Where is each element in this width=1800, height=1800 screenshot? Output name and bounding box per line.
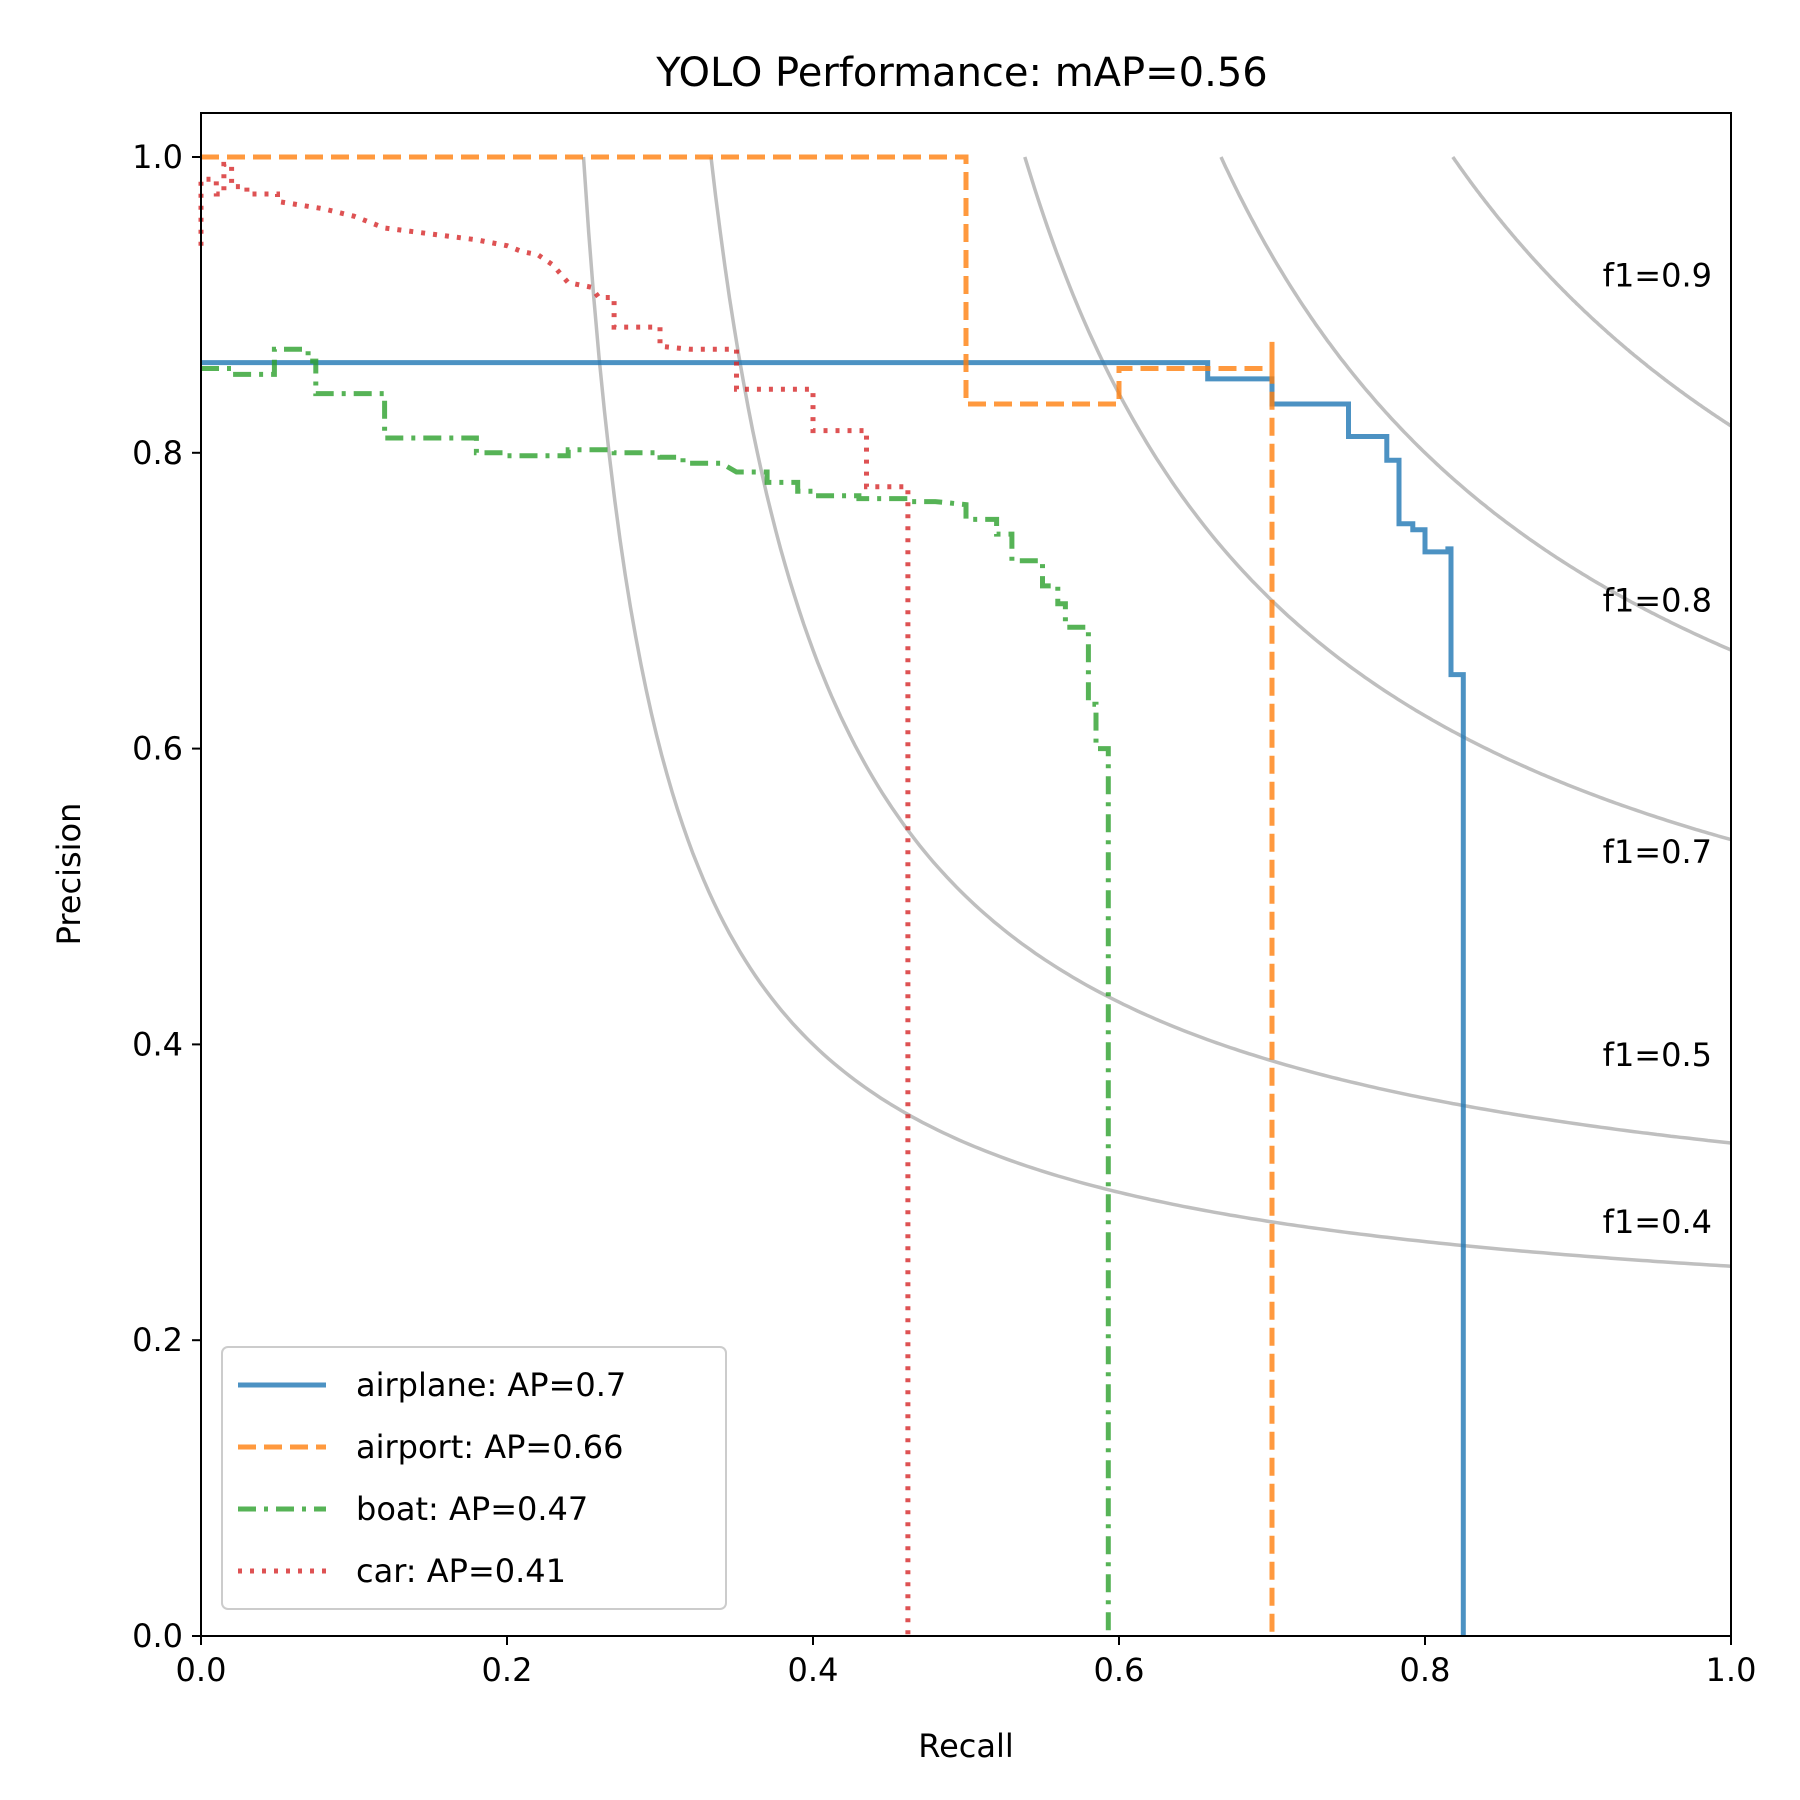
axis-ticks: 0.0 0.2 0.4 0.6 0.8 1.0 0.0 0.2 0.4 0.6 0.8 1.0 xyxy=(132,138,1756,1689)
x-tick-label: 0.4 xyxy=(788,1651,839,1689)
plot-frame xyxy=(200,112,1732,1637)
iso-f1-label: f1=0.9 xyxy=(1603,256,1712,294)
iso-f1-label: f1=0.7 xyxy=(1603,833,1712,871)
y-tick-label: 0.2 xyxy=(132,1321,183,1359)
series-line-boat xyxy=(201,346,1111,1636)
iso-f1-labels: f1=0.4 f1=0.5 f1=0.7 f1=0.8 f1=0.9 xyxy=(1603,256,1712,1241)
x-tick-label: 1.0 xyxy=(1706,1651,1757,1689)
iso-f1-curve xyxy=(1451,155,1732,428)
x-tick-label: 0.8 xyxy=(1400,1651,1451,1689)
y-tick-label: 0.8 xyxy=(132,434,183,472)
chart-title: YOLO Performance: mAP=0.56 xyxy=(655,50,1267,96)
iso-f1-label: f1=0.4 xyxy=(1603,1203,1712,1241)
pr-series xyxy=(198,154,1466,1636)
legend: airplane: AP=0.7 airport: AP=0.66 boat: AP… xyxy=(221,1346,727,1610)
x-tick-label: 0.0 xyxy=(176,1651,227,1689)
x-tick-label: 0.6 xyxy=(1094,1651,1145,1689)
legend-label-airplane: airplane: AP=0.7 xyxy=(356,1366,626,1404)
legend-label-airport: airport: AP=0.66 xyxy=(356,1428,623,1466)
iso-f1-label: f1=0.8 xyxy=(1603,582,1712,620)
iso-f1-curve xyxy=(709,156,1732,1145)
series-line-airport xyxy=(201,154,1275,1636)
legend-label-boat: boat: AP=0.47 xyxy=(356,1490,588,1528)
y-tick-label: 0.4 xyxy=(132,1025,183,1063)
y-axis-label: Precision xyxy=(50,803,88,946)
iso-f1-label: f1=0.5 xyxy=(1603,1036,1712,1074)
y-tick-label: 0.6 xyxy=(132,730,183,768)
iso-f1-curve xyxy=(1023,156,1732,842)
iso-f1-curve xyxy=(581,156,1732,1269)
x-axis-label: Recall xyxy=(918,1727,1013,1765)
series-line-airplane xyxy=(201,360,1466,1636)
x-tick-label: 0.2 xyxy=(482,1651,533,1689)
y-tick-label: 1.0 xyxy=(132,138,183,176)
legend-label-car: car: AP=0.41 xyxy=(356,1552,566,1590)
series-line-car xyxy=(198,161,911,1636)
legend-box xyxy=(221,1346,727,1610)
y-tick-label: 0.0 xyxy=(132,1617,183,1655)
iso-f1-curve xyxy=(1219,156,1732,652)
iso-f1-curves xyxy=(581,155,1732,1269)
